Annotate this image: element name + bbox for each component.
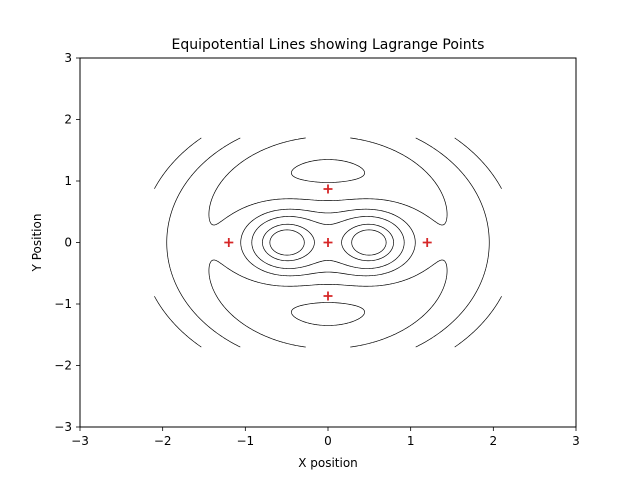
lagrange-point-marker [323, 238, 333, 247]
x-tick-label: 0 [324, 434, 332, 448]
equipotential-contour [290, 159, 366, 326]
equipotential-contour [208, 137, 448, 348]
y-tick-label: −1 [54, 297, 72, 311]
chart-title: Equipotential Lines showing Lagrange Poi… [172, 37, 485, 53]
y-tick-label: 2 [64, 113, 72, 127]
x-tick-label: −3 [71, 434, 89, 448]
lagrange-point-marker [224, 238, 234, 247]
lagrange-point-marker [422, 238, 432, 247]
x-tick-label: 1 [407, 434, 415, 448]
y-tick-label: 0 [64, 236, 72, 250]
y-tick-label: 3 [64, 51, 72, 65]
lagrange-point-markers [224, 184, 432, 301]
x-tick-label: −1 [236, 434, 254, 448]
equipotential-contour [154, 137, 502, 348]
y-tick-label: −2 [54, 359, 72, 373]
x-tick-label: 3 [572, 434, 580, 448]
equipotential-contour [166, 137, 490, 348]
x-tick-label: 2 [490, 434, 498, 448]
x-axis-label: X position [298, 456, 358, 470]
x-tick-label: −2 [154, 434, 172, 448]
y-axis-ticks: −3 −2 −1 0 1 2 3 [54, 51, 80, 434]
lagrange-point-marker [323, 291, 333, 301]
equipotential-contour [269, 229, 387, 256]
contour-lines [154, 137, 502, 348]
lagrange-point-marker [323, 184, 333, 194]
y-axis-label: Y Position [30, 214, 44, 273]
equipotential-contour [262, 223, 394, 262]
x-axis-ticks: −3 −2 −1 0 1 2 3 [71, 427, 580, 448]
y-tick-label: 1 [64, 174, 72, 188]
y-tick-label: −3 [54, 420, 72, 434]
